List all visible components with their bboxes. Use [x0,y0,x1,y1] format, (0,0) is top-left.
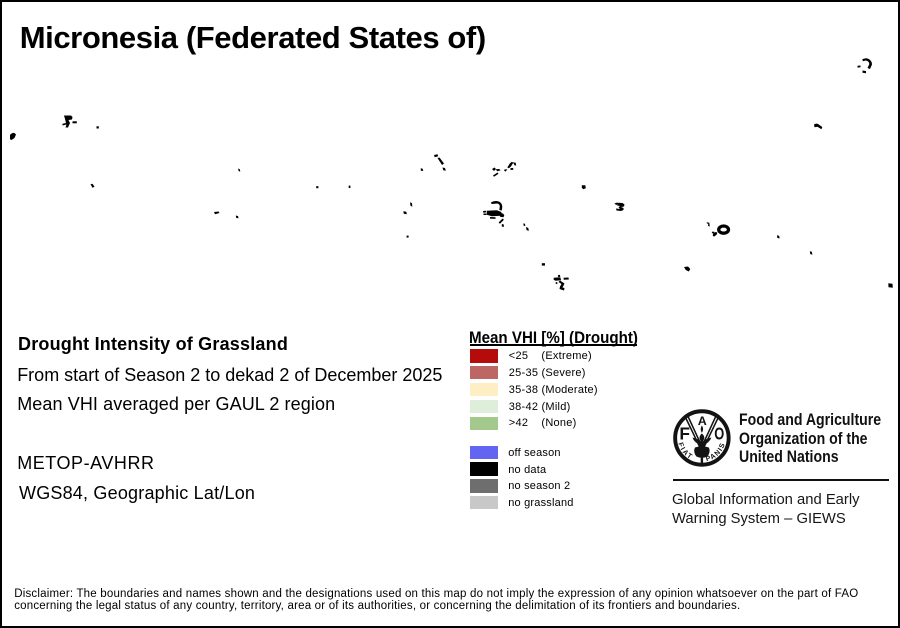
svg-text:F: F [679,424,690,444]
svg-text:O: O [714,424,724,444]
svg-text:A: A [698,415,708,428]
